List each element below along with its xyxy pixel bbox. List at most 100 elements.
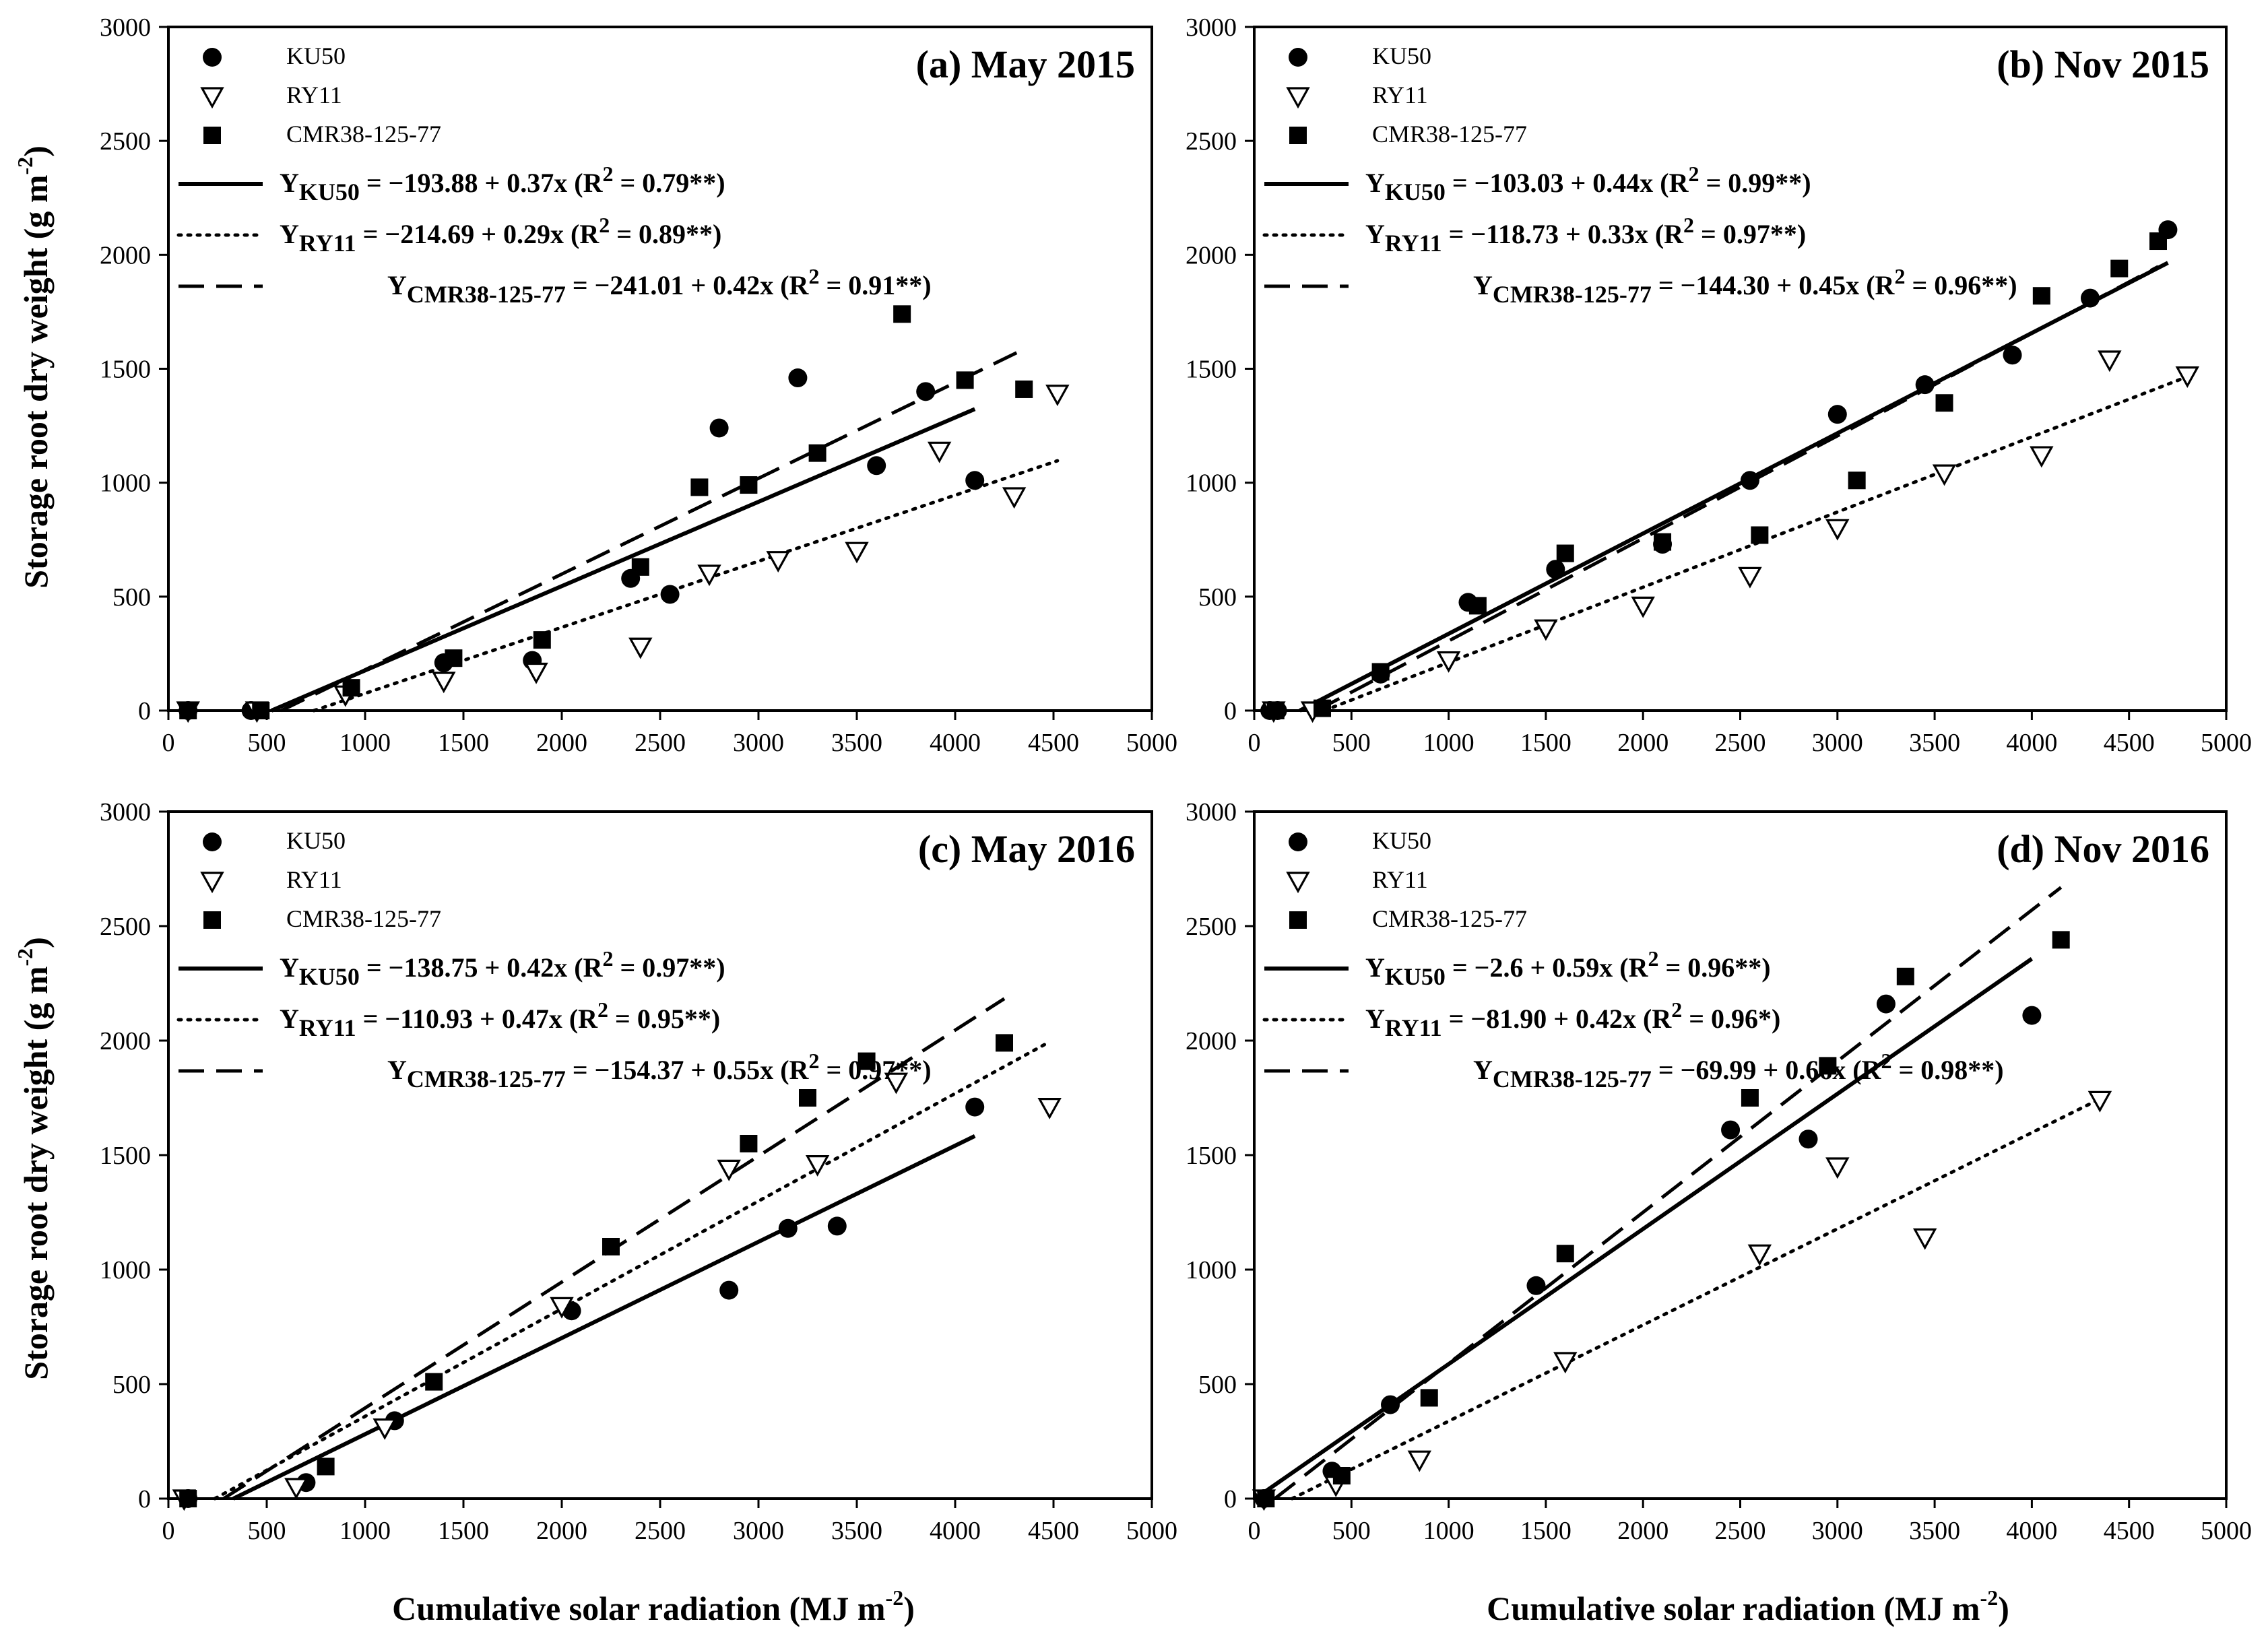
equation-part: 2 (1671, 997, 1682, 1022)
equation-part: = 0.99**) (1699, 168, 1811, 198)
x-tick-label: 2000 (1617, 729, 1668, 757)
equation-part: = −144.30 + 0.45x (R (1652, 270, 1896, 300)
data-point-cmr38-125-77 (1468, 597, 1487, 615)
equation-part: = −241.01 + 0.42x (R (566, 270, 810, 300)
equation-part: = −2.6 + 0.59x (R (1446, 952, 1649, 983)
y-tick-label: 0 (1224, 1485, 1237, 1513)
data-point-ku50 (2022, 1006, 2042, 1025)
data-point-ku50 (719, 1280, 739, 1300)
y-tick-label: 3000 (100, 798, 151, 826)
equation-part: = 0.89**) (610, 219, 721, 249)
regression-equation: YRY11 = −214.69 + 0.29x (R2 = 0.89**) (280, 213, 721, 257)
fit-line-ry11 (213, 1040, 1051, 1501)
data-point-cmr38-125-77 (1935, 394, 1953, 412)
y-tick-label: 2500 (100, 127, 151, 156)
x-tick-label: 2000 (536, 1517, 587, 1545)
data-point-cmr38-125-77 (740, 476, 758, 494)
data-point-ry11 (1738, 566, 1762, 589)
data-point-ry11 (1932, 464, 1957, 486)
data-point-cmr38-125-77 (740, 1135, 758, 1152)
equation-part: 2 (808, 264, 819, 288)
data-point-ku50 (867, 456, 886, 476)
y-tick-label: 1000 (1186, 1256, 1237, 1284)
legend-label: CMR38-125-77 (286, 905, 441, 932)
x-tick-label: 5000 (1126, 1517, 1177, 1545)
y-tick-label: 3000 (1186, 13, 1237, 42)
data-point-ry11 (1631, 596, 1655, 618)
equation-part: CMR38-125-77 (407, 1066, 566, 1092)
data-point-ry11 (2098, 350, 2122, 372)
data-point-ry11 (717, 1159, 741, 1181)
equation-part: Y (1473, 1055, 1493, 1085)
data-point-ry11 (2175, 366, 2199, 388)
x-tick-label: 0 (1248, 729, 1261, 757)
x-tick-label: 4000 (2006, 1517, 2057, 1545)
data-point-cmr38-125-77 (996, 1034, 1013, 1052)
panel-title: (a) May 2015 (916, 42, 1135, 86)
x-tick-label: 3500 (1909, 729, 1960, 757)
x-tick-label: 500 (1332, 1517, 1371, 1545)
data-point-cmr38-125-77 (2032, 287, 2050, 305)
x-tick-label: 4000 (2006, 729, 2057, 757)
data-point-cmr38-125-77 (2052, 931, 2070, 949)
series-cmr38-125-77 (179, 305, 1033, 719)
series-ku50 (179, 1097, 985, 1508)
y-axis-title-top: Storage root dry weight (g m-2) (13, 145, 55, 589)
series-ry11 (176, 385, 1070, 723)
y-tick-label: 3000 (100, 13, 151, 42)
data-point-cmr38-125-77 (445, 649, 463, 667)
data-point-cmr38-125-77 (533, 631, 551, 649)
y-tick-label: 1500 (1186, 356, 1237, 384)
data-point-cmr38-125-77 (252, 702, 270, 719)
y-tick-label: 2000 (1186, 1027, 1237, 1055)
equation-part: = −69.99 + 0.66x (R (1652, 1055, 1882, 1085)
legend-label: RY11 (1372, 81, 1428, 108)
legend-label: RY11 (286, 81, 342, 108)
x-tick-label: 0 (162, 1517, 175, 1545)
legend-marker-ry11 (1286, 872, 1310, 894)
legend-label: CMR38-125-77 (1372, 121, 1527, 148)
x-tick-label: 1500 (1520, 1517, 1572, 1545)
regression-equation: YCMR38-125-77 = −144.30 + 0.45x (R2 = 0.… (1473, 264, 2017, 308)
data-point-ry11 (697, 564, 721, 587)
data-point-ku50 (788, 368, 808, 388)
data-point-cmr38-125-77 (179, 1490, 197, 1507)
data-point-cmr38-125-77 (425, 1373, 443, 1391)
equation-part: Y (1365, 219, 1385, 249)
data-point-ku50 (2080, 288, 2100, 308)
data-point-ku50 (1721, 1120, 1741, 1140)
data-point-ry11 (1747, 1244, 1772, 1266)
x-tick-label: 3000 (1812, 729, 1863, 757)
panel-2: 0 500 1000 1500 2000 2500 3000 3500 4000 4500 5000… (1186, 13, 2252, 757)
data-point-cmr38-125-77 (2110, 259, 2129, 277)
legend-marker-ku50 (203, 832, 222, 851)
y-tick-label: 0 (138, 697, 151, 725)
x-tick-label: 3500 (1909, 1517, 1960, 1545)
data-point-ry11 (1407, 1450, 1432, 1472)
equation-part: = 0.96**) (1658, 952, 1770, 983)
x-tick-label: 4500 (2104, 729, 2155, 757)
panel-title: (c) May 2016 (918, 827, 1135, 871)
data-point-ry11 (2087, 1090, 2112, 1113)
data-point-ry11 (284, 1478, 309, 1500)
x-tick-label: 5000 (2201, 1517, 2252, 1545)
equation-part: RY11 (299, 1014, 356, 1041)
equation-part: = −138.75 + 0.42x (R (360, 952, 604, 983)
x-tick-label: 500 (248, 1517, 286, 1545)
equation-part: = 0.96*) (1682, 1004, 1780, 1034)
data-point-cmr38-125-77 (690, 478, 709, 496)
x-tick-label: 2500 (1715, 1517, 1766, 1545)
y-tick-label: 2500 (1186, 913, 1237, 941)
legend-marker-ku50 (1289, 832, 1307, 851)
equation-part: KU50 (299, 963, 360, 990)
data-point-ku50 (916, 382, 936, 401)
data-point-ry11 (1534, 619, 1558, 641)
data-point-ry11 (1553, 1352, 1578, 1374)
x-tick-label: 0 (1248, 1517, 1261, 1545)
data-point-ku50 (827, 1216, 847, 1236)
data-point-ry11 (550, 1297, 574, 1319)
equation-part: = 0.96**) (1905, 270, 2017, 300)
data-point-ry11 (524, 662, 548, 684)
legend-label: KU50 (1372, 42, 1431, 69)
series-cmr38-125-77 (1257, 931, 2070, 1507)
